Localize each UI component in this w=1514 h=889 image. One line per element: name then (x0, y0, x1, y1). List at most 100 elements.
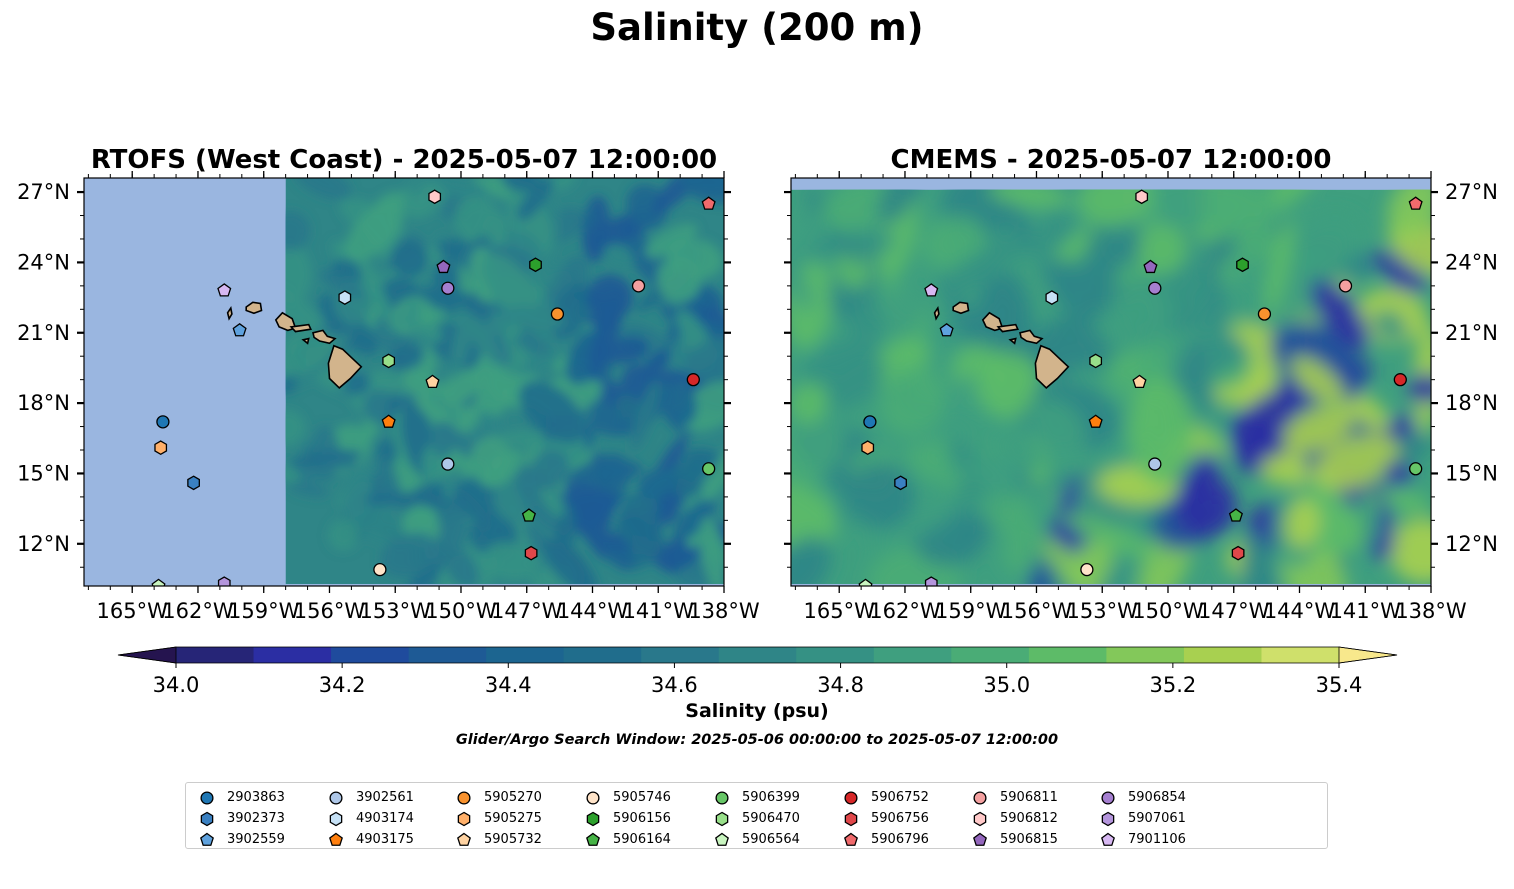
y-tick-label: 15°N (17, 461, 70, 485)
circle-icon (586, 790, 600, 805)
circle-icon (200, 790, 214, 805)
x-tick-label: 138°W (1395, 599, 1467, 623)
legend-label: 5906811 (1000, 790, 1058, 805)
x-tick-label: 144°W (1264, 599, 1336, 623)
float-marker-5906796 (701, 196, 716, 210)
y-tick-label: 15°N (1445, 461, 1498, 485)
map-frame (83, 177, 725, 587)
float-marker-2903863 (863, 415, 877, 429)
legend-marker-3902373 (200, 811, 214, 826)
legend-marker-5907061 (1101, 811, 1115, 826)
colorbar-tick-label: 35.4 (1316, 673, 1363, 697)
panel-title: RTOFS (West Coast) - 2025-05-07 12:00:00 (91, 145, 717, 175)
float-marker-5906815 (436, 259, 451, 274)
legend-marker-5906812 (973, 811, 987, 826)
legend-marker-4903174 (329, 811, 343, 826)
island-niihau-kauai (952, 301, 970, 315)
colorbar-tick-label: 34.2 (319, 673, 366, 697)
y-tick-label: 21°N (17, 321, 70, 345)
pentagon-icon (200, 832, 214, 846)
map-panel-1: RTOFS (West Coast) - 2025-05-07 12:00:00… (17, 145, 760, 623)
legend-label: 5906752 (871, 790, 929, 805)
y-tick-label: 24°N (17, 250, 70, 274)
float-marker-5906811 (1338, 279, 1353, 293)
circle-icon (457, 790, 471, 805)
hexagon-icon (844, 811, 858, 826)
x-tick-label: 165°W (804, 599, 876, 623)
legend-column: 3902561 4903174 4903175 (325, 787, 414, 850)
float-marker-3902373 (894, 475, 907, 491)
legend-item: 5906164 (582, 829, 671, 850)
legend-column: 5905746 5906156 5906164 (582, 787, 671, 850)
colorbar-segment (718, 647, 797, 663)
colorbar-extend-high (1338, 646, 1398, 664)
hexagon-icon (586, 811, 600, 826)
legend-item: 5906470 (711, 808, 800, 829)
float-marker-4903174 (1045, 290, 1059, 305)
float-marker-4903175 (381, 414, 396, 428)
circle-icon (973, 790, 987, 805)
legend-column: 5906399 5906470 5906564 (711, 787, 800, 850)
float-marker-5907061 (924, 576, 938, 586)
float-marker-5905270 (550, 307, 565, 321)
island-molokai-maui (301, 337, 310, 345)
legend-item: 5906756 (840, 808, 929, 829)
legend-marker-5906470 (715, 811, 729, 826)
float-marker-5906752 (686, 373, 700, 387)
legend-label: 5906399 (742, 790, 800, 805)
pentagon-icon (1101, 832, 1115, 846)
island-niihau-kauai (226, 306, 233, 321)
colorbar: 34.0 34.2 34.4 34.6 34.8 35.0 35.2 35.4 (117, 646, 1398, 697)
float-marker-5907061 (217, 576, 231, 586)
x-tick-label: 156°W (1001, 599, 1073, 623)
float-marker-5906812 (1135, 189, 1149, 205)
colorbar-segment (253, 647, 332, 663)
island-molokai-maui (1019, 329, 1044, 345)
y-tick-label: 24°N (1445, 250, 1498, 274)
legend-item: 5906815 (969, 829, 1058, 850)
float-marker-5905746 (1080, 562, 1094, 577)
legend-marker-4903175 (329, 832, 343, 846)
float-marker-7901106 (924, 283, 939, 297)
legend-label: 5905746 (613, 790, 671, 805)
legend-marker-5906399 (715, 790, 729, 805)
colorbar-tick-label: 34.8 (817, 673, 864, 697)
float-marker-5905275 (861, 440, 875, 456)
y-tick-label: 21°N (1445, 321, 1498, 345)
legend-item: 5905275 (453, 808, 542, 829)
legend-item: 5906811 (969, 787, 1058, 808)
colorbar-tick-label: 35.2 (1149, 673, 1196, 697)
x-tick-label: 153°W (1067, 599, 1139, 623)
figure-title: Salinity (200 m) (590, 6, 924, 49)
legend-item: 5905270 (453, 787, 542, 808)
legend-label: 5905732 (484, 832, 542, 847)
legend-item: 5907061 (1097, 808, 1186, 829)
legend-label: 5905275 (484, 811, 542, 826)
float-marker-5906164 (521, 508, 536, 522)
float-marker-3902561 (441, 457, 455, 471)
legend-marker-5905270 (457, 790, 471, 805)
map-frame (790, 177, 1432, 587)
float-marker-5906470 (382, 353, 396, 369)
legend-item: 4903174 (325, 808, 414, 829)
legend-label: 5906470 (742, 811, 800, 826)
legend-item: 4903175 (325, 829, 414, 850)
legend-marker-5905275 (457, 811, 471, 826)
legend-marker-5906854 (1101, 790, 1115, 805)
x-tick-label: 159°W (935, 599, 1007, 623)
circle-icon (1101, 790, 1115, 805)
legend-marker-2903863 (200, 790, 214, 805)
salinity-field (791, 189, 1431, 584)
colorbar-tick-label: 34.6 (651, 673, 698, 697)
x-tick-label: 144°W (557, 599, 629, 623)
legend-column: 5906811 5906812 5906815 (969, 787, 1058, 850)
legend-marker-5906796 (844, 832, 858, 846)
colorbar-tick-label: 35.0 (983, 673, 1030, 697)
legend-marker-5905746 (586, 790, 600, 805)
legend-marker-5906815 (973, 832, 987, 846)
float-marker-5906756 (1231, 545, 1245, 561)
float-marker-4903175 (1088, 414, 1103, 428)
circle-icon (329, 790, 343, 805)
float-marker-5906796 (1408, 196, 1423, 210)
